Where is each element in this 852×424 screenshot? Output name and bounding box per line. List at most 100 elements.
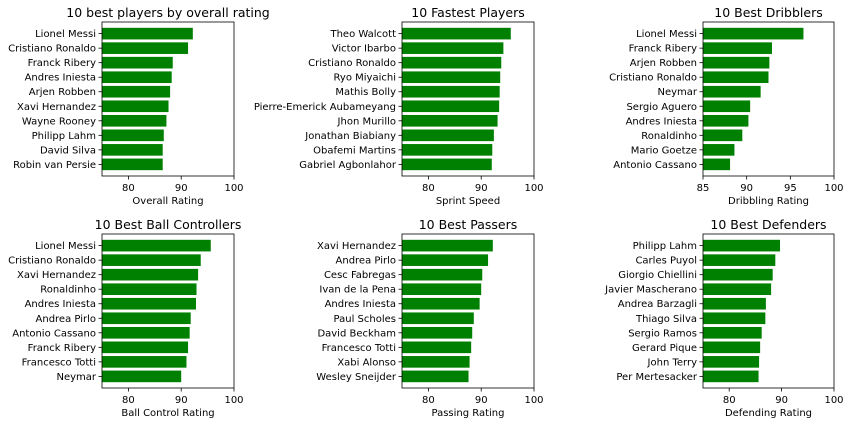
axes-frame xyxy=(101,233,235,389)
bar xyxy=(703,239,781,252)
bar xyxy=(102,114,167,127)
category-label: Andres Iniesta xyxy=(25,299,96,310)
category-label: Obafemi Martins xyxy=(313,145,396,156)
bar xyxy=(102,158,163,171)
bar xyxy=(402,27,511,40)
category-label: David Beckham xyxy=(317,328,396,339)
category-label: Mathis Bolly xyxy=(335,87,396,98)
bar xyxy=(703,341,761,354)
bar xyxy=(402,42,504,54)
bar xyxy=(102,341,189,354)
bar xyxy=(102,254,201,266)
bar xyxy=(102,129,164,142)
category-label: Ivan de la Pena xyxy=(319,285,396,296)
chart-title: 10 Best Dribblers xyxy=(714,5,822,20)
axes-frame xyxy=(401,233,535,389)
category-label: Carles Puyol xyxy=(635,256,697,267)
bar xyxy=(402,297,480,310)
category-label: Xavi Hernandez xyxy=(17,270,96,281)
category-label: Cristiano Ronaldo xyxy=(8,44,96,55)
category-label: Robin van Persie xyxy=(13,160,96,171)
bar xyxy=(703,56,770,69)
bar xyxy=(102,370,182,383)
bar xyxy=(102,100,169,113)
bar xyxy=(102,71,172,84)
chart-title: 10 Best Ball Controllers xyxy=(95,217,242,232)
x-axis-label: Overall Rating xyxy=(132,196,203,207)
category-label: Ronaldinho xyxy=(40,285,96,296)
x-tick-label: 80 xyxy=(422,395,435,406)
bar xyxy=(402,268,483,281)
bar xyxy=(102,144,163,156)
bar xyxy=(703,356,760,368)
category-label: Andrea Pirlo xyxy=(336,256,396,267)
category-label: Cristiano Ronaldo xyxy=(308,58,396,69)
x-tick-label: 80 xyxy=(422,183,435,194)
bar xyxy=(703,114,749,127)
bar xyxy=(703,297,766,310)
bar xyxy=(703,158,731,171)
bar xyxy=(402,312,474,325)
category-label: Franck Ribery xyxy=(28,343,96,354)
axes-frame xyxy=(101,21,235,177)
bar xyxy=(102,85,171,98)
x-tick-label: 100 xyxy=(224,183,243,194)
category-label: Ronaldinho xyxy=(641,131,697,142)
category-label: Mario Goetze xyxy=(631,145,697,156)
x-axis-label: Passing Rating xyxy=(431,408,504,419)
x-tick-label: 90 xyxy=(740,183,753,194)
chart-title: 10 best players by overall rating xyxy=(66,5,269,20)
bar xyxy=(102,27,193,40)
x-tick-label: 100 xyxy=(224,395,243,406)
chart-title: 10 Best Defenders xyxy=(710,217,826,232)
bar xyxy=(703,71,769,84)
x-tick-label: 90 xyxy=(475,183,488,194)
category-label: Paul Scholes xyxy=(334,314,396,325)
bar xyxy=(703,312,766,325)
category-label: Philipp Lahm xyxy=(633,241,697,252)
bar xyxy=(102,283,197,296)
category-label: Andres Iniesta xyxy=(626,116,697,127)
bar xyxy=(102,297,196,310)
category-label: Cristiano Ronaldo xyxy=(609,73,697,84)
category-label: David Silva xyxy=(40,145,96,156)
category-label: Thiago Silva xyxy=(635,314,697,325)
category-label: Victor Ibarbo xyxy=(332,44,396,55)
category-label: Lionel Messi xyxy=(35,241,96,252)
x-axis-label: Ball Control Rating xyxy=(121,408,214,419)
bar xyxy=(102,239,211,252)
category-label: Wesley Sneijder xyxy=(316,372,397,383)
category-label: Sergio Aguero xyxy=(626,102,697,113)
category-label: Neymar xyxy=(56,372,96,383)
bar xyxy=(102,326,190,339)
category-label: Pierre-Emerick Aubameyang xyxy=(254,102,396,113)
bar xyxy=(402,71,501,84)
chart-title: 10 Fastest Players xyxy=(411,5,524,20)
bar xyxy=(703,100,751,113)
category-label: Sergio Ramos xyxy=(628,328,697,339)
x-tick-label: 100 xyxy=(524,183,543,194)
category-label: Franck Ribery xyxy=(629,44,697,55)
x-tick-label: 90 xyxy=(475,395,488,406)
category-label: Lionel Messi xyxy=(35,29,96,40)
x-axis-label: Dribbling Rating xyxy=(728,196,809,207)
axes-frame xyxy=(702,21,835,177)
x-tick-label: 100 xyxy=(524,395,543,406)
panel-ball-control-rating: 10 Best Ball Controllers Ball Control Ra… xyxy=(8,217,243,419)
category-label: Lionel Messi xyxy=(636,29,697,40)
category-label: Philipp Lahm xyxy=(32,131,96,142)
x-tick-label: 95 xyxy=(784,183,797,194)
category-label: Jonathan Biabiany xyxy=(304,131,396,142)
x-tick-label: 100 xyxy=(824,183,843,194)
bar xyxy=(402,283,482,296)
bar xyxy=(703,254,776,266)
x-tick-label: 100 xyxy=(824,395,843,406)
category-label: Xavi Hernandez xyxy=(317,241,396,252)
chart-title: 10 Best Passers xyxy=(419,217,518,232)
category-label: Cristiano Ronaldo xyxy=(8,256,96,267)
bar xyxy=(402,370,469,383)
x-tick-label: 85 xyxy=(697,183,710,194)
category-label: Xabi Alonso xyxy=(337,357,396,368)
category-label: Theo Walcott xyxy=(329,29,396,40)
